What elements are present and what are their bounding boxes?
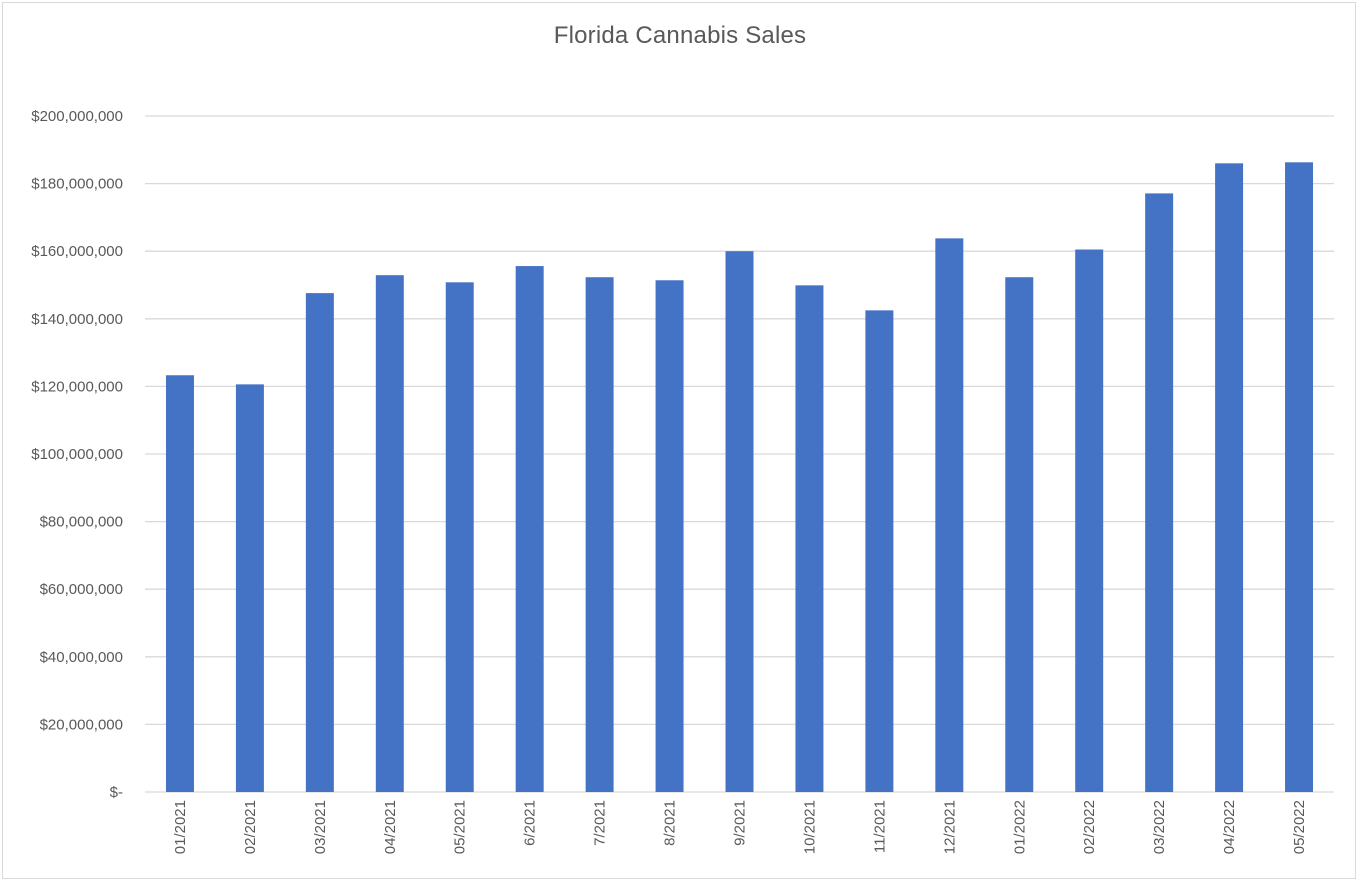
bar — [235, 384, 264, 792]
x-tick-label: 6/2021 — [522, 800, 539, 846]
x-tick-label: 12/2021 — [941, 800, 958, 854]
y-tick-label: $160,000,000 — [31, 243, 123, 260]
y-tick-label: $120,000,000 — [31, 378, 123, 395]
x-tick-label: 01/2021 — [172, 800, 189, 854]
bar — [655, 280, 684, 792]
bar — [305, 293, 334, 792]
x-tick-label: 02/2022 — [1081, 800, 1098, 854]
bar — [375, 275, 404, 792]
y-tick-label: $200,000,000 — [31, 108, 123, 125]
chart-title: Florida Cannabis Sales — [553, 22, 807, 49]
y-tick-label: $- — [110, 784, 123, 801]
x-tick-label: 04/2021 — [382, 800, 399, 854]
bar — [795, 285, 824, 792]
x-tick-label: 8/2021 — [662, 800, 679, 846]
bar — [1075, 249, 1104, 792]
bar — [865, 310, 894, 792]
x-tick-label: 11/2021 — [871, 800, 888, 853]
bar — [1215, 163, 1244, 792]
x-tick-label: 03/2022 — [1151, 800, 1168, 854]
x-tick-label: 9/2021 — [732, 800, 749, 846]
bar — [445, 282, 474, 792]
y-tick-label: $80,000,000 — [40, 514, 123, 531]
y-tick-label: $180,000,000 — [31, 176, 123, 193]
y-tick-label: $60,000,000 — [40, 581, 123, 598]
x-tick-label: 05/2021 — [452, 800, 469, 854]
y-tick-label: $20,000,000 — [40, 716, 123, 733]
x-tick-label: 7/2021 — [592, 800, 609, 846]
bar — [725, 251, 754, 792]
bar — [935, 238, 964, 792]
x-tick-label: 10/2021 — [801, 800, 818, 854]
y-tick-label: $40,000,000 — [40, 649, 123, 666]
bar — [1005, 277, 1034, 792]
bar — [585, 277, 614, 792]
bar — [1285, 162, 1314, 792]
x-tick-label: 05/2022 — [1291, 800, 1308, 854]
x-tick-label: 03/2021 — [312, 800, 329, 854]
x-tick-label: 01/2022 — [1011, 800, 1028, 854]
y-tick-label: $100,000,000 — [31, 446, 123, 463]
x-tick-label: 02/2021 — [242, 800, 259, 854]
bar — [515, 266, 544, 792]
bar — [165, 375, 194, 792]
y-tick-label: $140,000,000 — [31, 311, 123, 328]
bar — [1145, 193, 1174, 793]
x-tick-label: 04/2022 — [1221, 800, 1238, 854]
